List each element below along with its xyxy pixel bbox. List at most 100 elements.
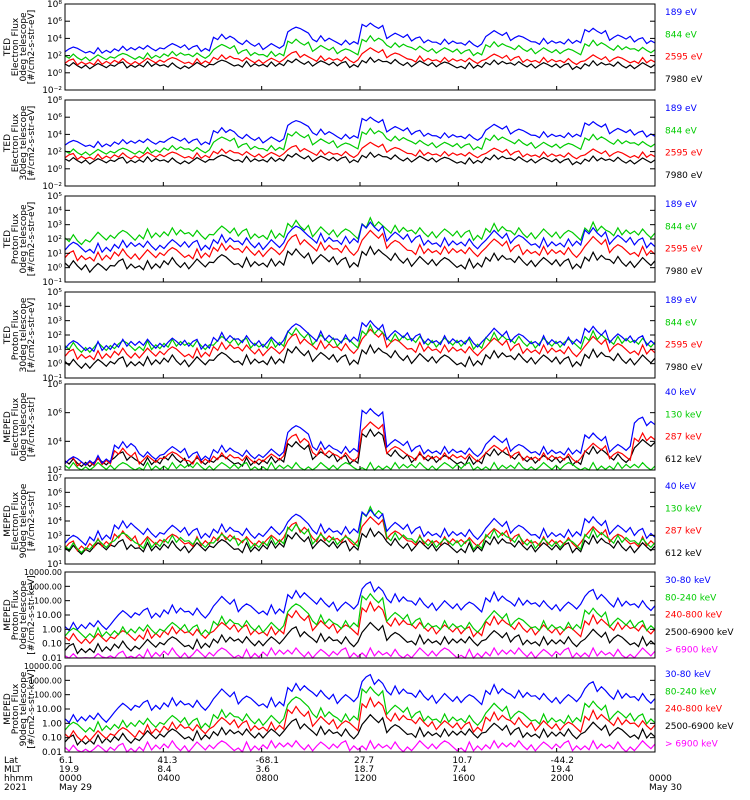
y-tick-label: 100.00 [34,597,62,606]
y-tick-label: 10² [47,546,62,556]
legend-entry: 844 eV [665,30,698,40]
trace-287-keV [64,421,656,468]
legend-entry: 7980 eV [665,363,703,373]
trace-40-keV [64,508,656,547]
y-tick-label: 10.00 [36,611,62,621]
y-tick-label: 10⁴ [47,34,62,44]
panel-frame [64,665,656,753]
y-axis-label: Electron Flux [11,491,21,550]
legend-entry: 40 keV [665,388,697,398]
y-tick-label: 10⁶ [47,409,62,419]
y-axis-label: MEPED [3,599,13,631]
x-tick-label: 0000 [59,774,82,784]
x-row-label: MLT [4,765,22,775]
legend-entry: 189 eV [665,200,698,210]
x-tick-label: 1600 [452,774,475,784]
x-tick-label: 19.9 [59,765,79,775]
x-row-label: Lat [4,756,19,766]
trace-7980-eV [64,245,656,274]
trace-2595-eV [64,141,656,161]
x-tick-label: -68.1 [256,756,279,766]
y-tick-label: 10¹ [47,345,62,355]
y-axis-label: Proton Flux [11,213,21,264]
y-tick-label: 10¹ [47,560,62,570]
y-tick-label: 10² [47,52,62,62]
y-axis-label: [#/cm2-s-str] [27,397,37,457]
y-tick-label: 0.01 [42,654,62,664]
x-tick-label: 41.3 [157,756,177,766]
x-tick-label: 0400 [157,774,180,784]
legend-entry: > 6900 keV [665,645,719,655]
trace-189-eV [64,22,656,55]
y-axis-label: Electron Flux [11,397,21,456]
y-tick-label: 10⁻² [42,182,62,192]
x-tick-label: 27.7 [354,756,374,766]
x-tick-label: May 29 [59,783,92,793]
legend-entry: 2595 eV [665,53,703,63]
x-tick-label: 8.4 [157,765,172,775]
y-tick-label: 10000.00 [24,568,62,577]
y-tick-label: 10⁰ [47,360,62,370]
x-tick-label: 0800 [256,774,279,784]
trace-2500-6900-keV [64,713,656,747]
y-tick-label: 10⁴ [47,302,62,312]
trace-612-keV [64,527,656,556]
trace-7980-eV [64,343,656,370]
y-axis-label: Proton Flux [11,683,21,734]
trace-240-800-keV [64,696,656,742]
y-axis-label: MEPED [3,505,13,537]
trace-2500-6900-keV [64,621,656,655]
legend-entry: 130 keV [665,410,702,420]
y-axis-label: Proton Flux [11,589,21,640]
y-tick-label: 10² [47,331,62,341]
y-axis-label: 0deg telescope [19,12,29,82]
legend-entry: 189 eV [665,104,698,114]
y-tick-label: 10⁻² [42,86,62,96]
y-axis-label: TED [3,38,13,57]
legend-entry: 7980 eV [665,267,703,277]
legend-entry: 80-240 keV [665,687,717,697]
y-tick-label: 10⁻¹ [42,374,62,384]
y-tick-label: 1.00 [42,719,62,729]
y-axis-label: 0deg telescope [19,204,29,274]
legend-entry: 844 eV [665,222,698,232]
y-tick-label: 10⁵ [47,503,62,513]
x-tick-label: May 30 [649,783,682,793]
legend-entry: 240-800 keV [665,611,723,621]
x-tick-label: 2000 [551,774,574,784]
y-axis-label: [#/cm2-s-str-keV] [27,669,37,748]
y-axis-label: [#/cm2-s-str-keV] [27,575,37,654]
y-axis-label: 0deg telescope [19,392,29,462]
legend-entry: 240-800 keV [665,705,723,715]
trace-2595-eV [64,328,656,361]
y-tick-label: 0.01 [42,748,62,758]
y-tick-label: 10⁰ [47,264,62,274]
x-tick-label: 7.4 [452,765,467,775]
panel-frame [64,291,656,379]
y-axis-label: 90deg telescope [19,671,29,746]
trace-2595-eV [64,47,656,66]
x-tick-label: 1200 [354,774,377,784]
trace-7980-eV [64,151,656,166]
legend-entry: 287 keV [665,527,702,537]
trace-30-80-keV [64,673,656,724]
y-tick-label: 10⁶ [47,488,62,498]
y-axis-label: [#/cm2-s-str-eV] [27,202,37,277]
x-tick-label: 6.1 [59,756,73,766]
trace--6900-keV [64,739,656,753]
x-tick-label: -44.2 [551,756,574,766]
y-axis-label: TED [3,326,13,345]
panel-6: 10000.00 1000.00 100.00 10.00 1.00 0.10 0.01 ME… [3,568,734,664]
trace-189-eV [64,116,656,149]
y-axis-label: TED [3,230,13,249]
y-axis-label: TED [3,134,13,153]
y-tick-label: 10⁵ [47,288,62,298]
legend-entry: 189 eV [665,296,698,306]
legend-entry: 7980 eV [665,75,703,85]
y-axis-label: 0deg telescope [19,580,29,650]
